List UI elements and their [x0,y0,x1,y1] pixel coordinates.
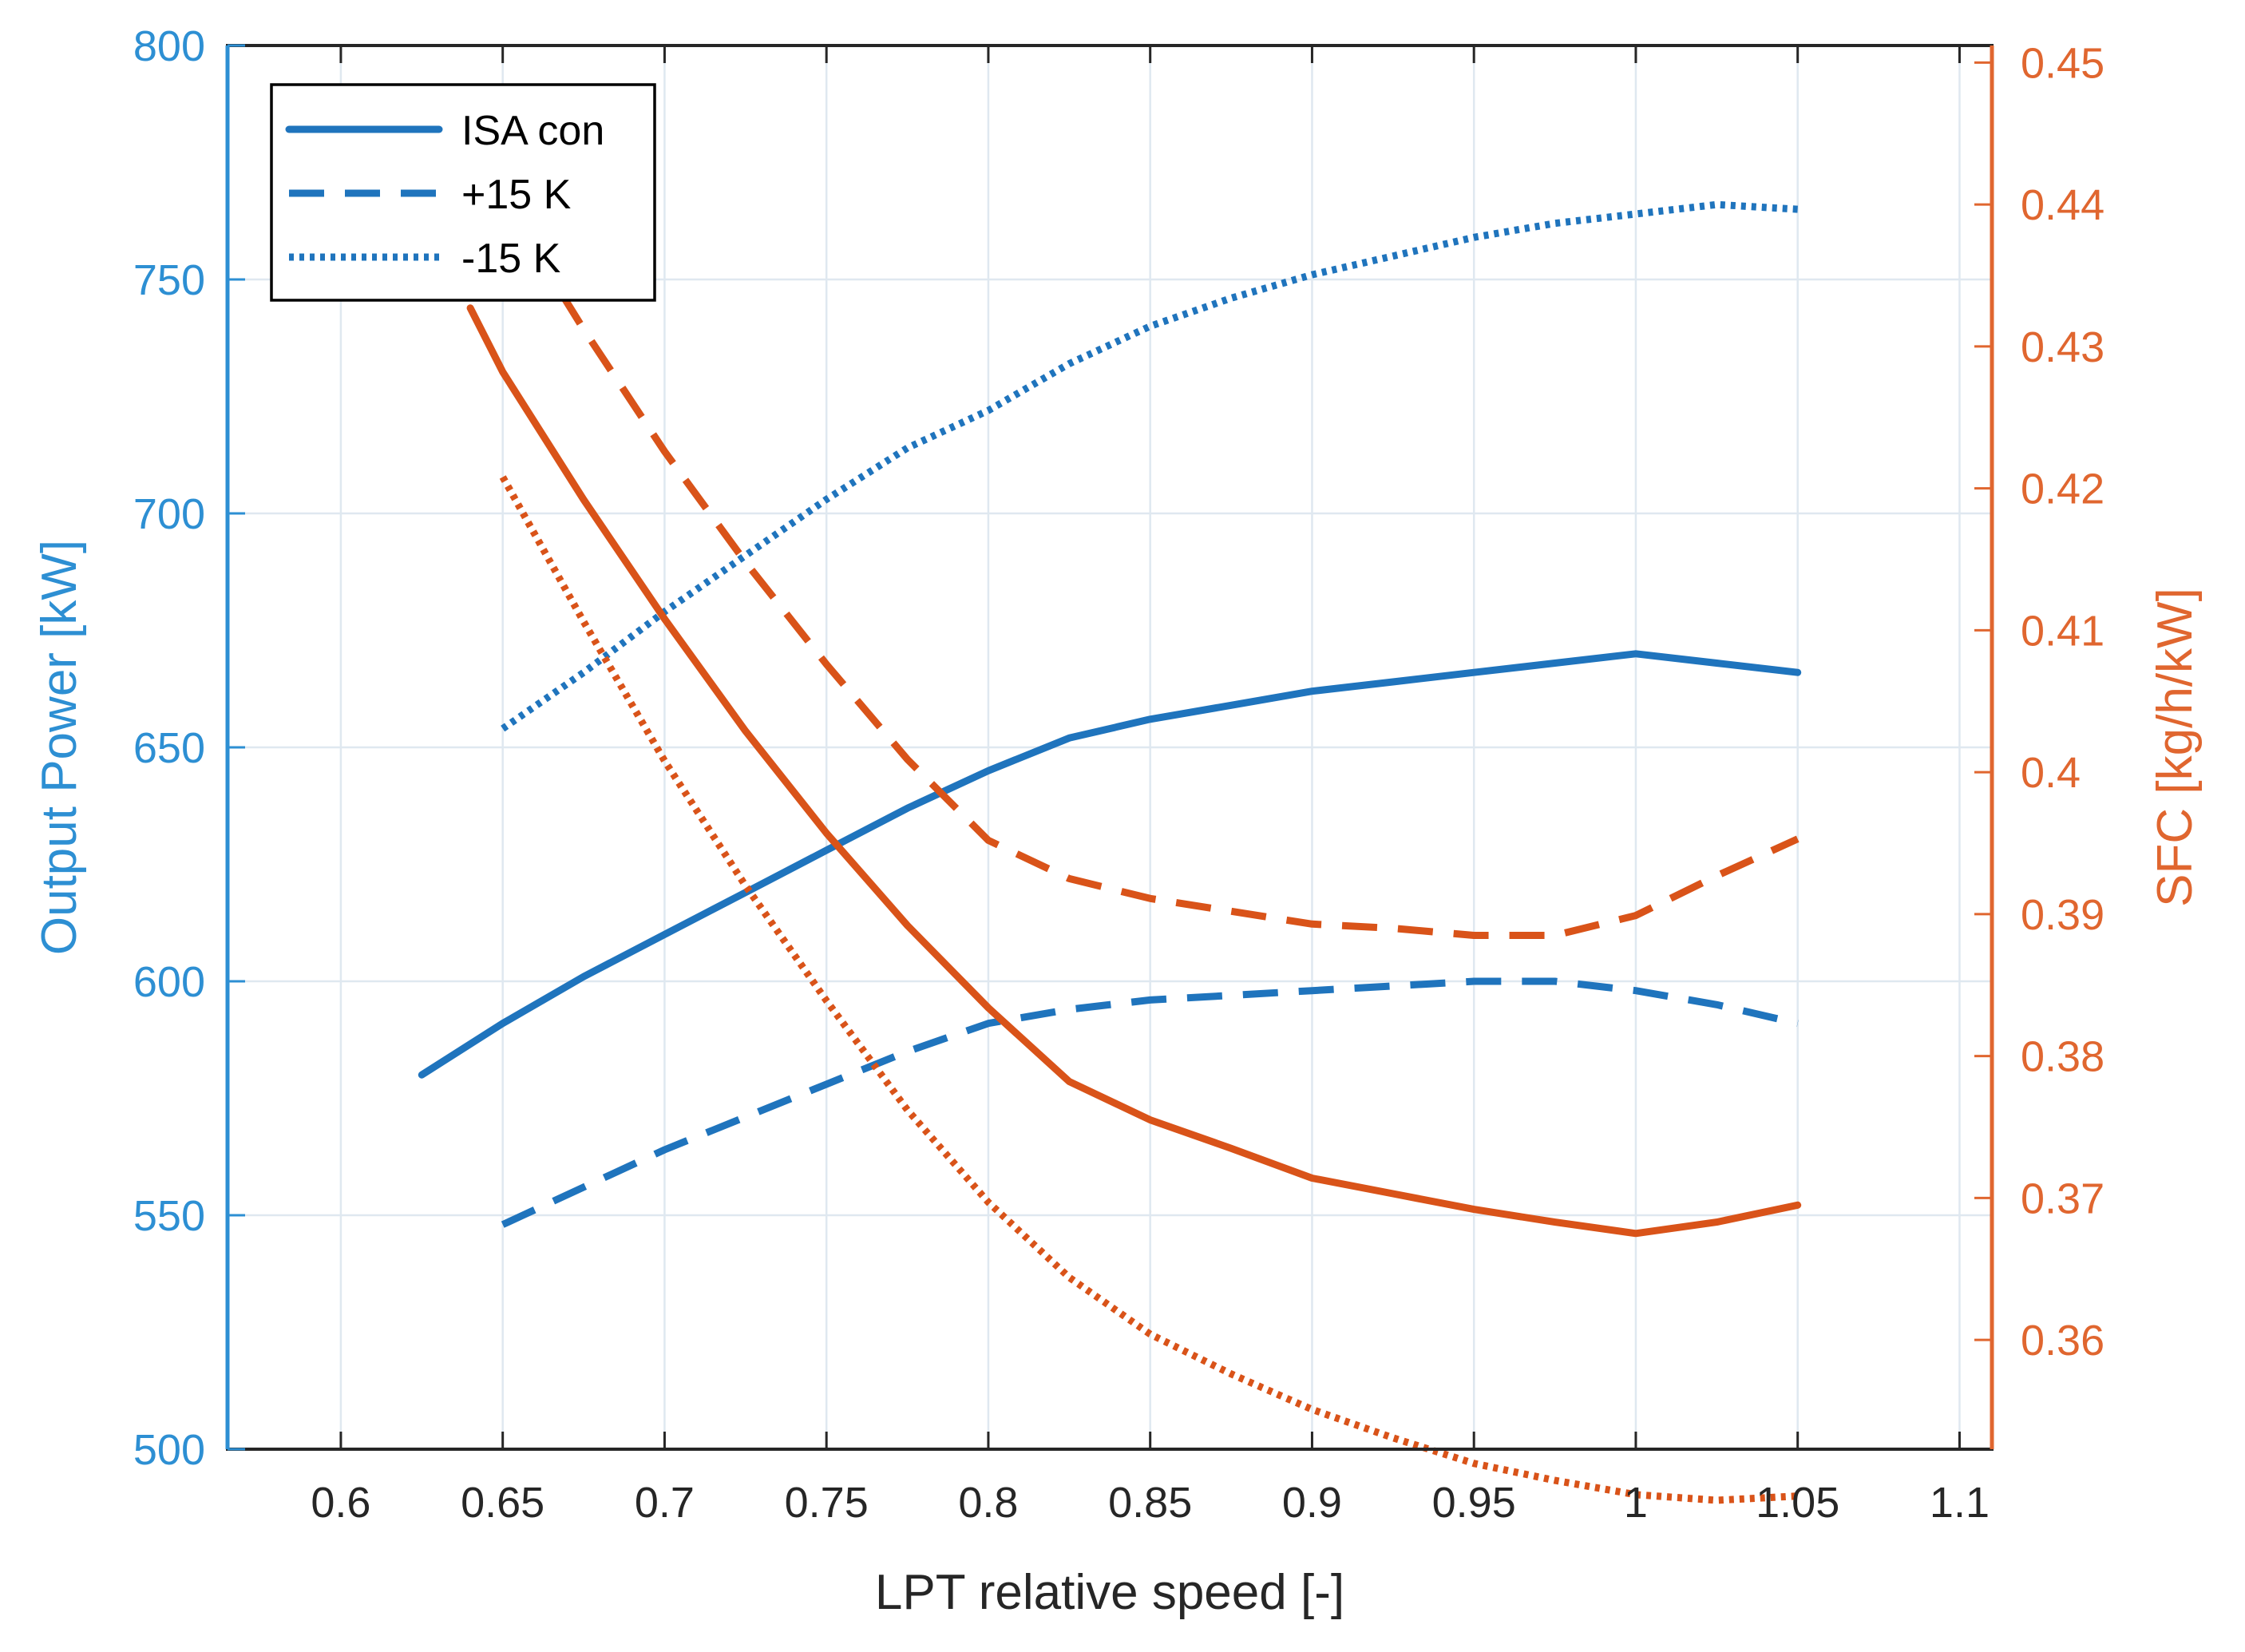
y-right-tick-label: 0.39 [2021,891,2104,939]
series-power-dashed-line [501,977,1799,1228]
series-sfc-dotted-line [499,475,1798,1504]
x-axis-label: LPT relative speed [-] [875,1565,1344,1620]
x-tick-label: 0.9 [1282,1479,1342,1527]
y-left-tick-label: 600 [133,958,205,1006]
x-tick-label: 0.8 [958,1479,1018,1527]
y-left-tick-label: 700 [133,490,205,538]
y-right-tick-label: 0.43 [2021,323,2104,371]
legend-label: ISA con [461,108,604,154]
y-left-tick-label: 800 [133,22,205,70]
x-tick-label: 0.85 [1108,1479,1192,1527]
axes: 0.6 0.65 0.7 0.75 0.8 0.85 0.9 0.95 1 1.05 1.1 500 5… [133,22,2104,1527]
series-power-solid-line [418,650,1802,1079]
legend-box [270,83,656,302]
y-right-tick-label: 0.36 [2021,1317,2104,1365]
x-tick-label: 0.7 [635,1479,695,1527]
x-tick-label: 0.75 [785,1479,869,1527]
y-right-tick-label: 0.45 [2021,39,2104,87]
x-tick-label: 1.1 [1930,1479,1990,1527]
legend-label: -15 K [461,236,561,282]
x-tick-label: 1 [1624,1479,1648,1527]
y-right-tick-label: 0.42 [2021,465,2104,513]
y-left-tick-label: 750 [133,256,205,304]
x-tick-label: 0.95 [1432,1479,1516,1527]
y-right-tick-label: 0.4 [2021,749,2081,797]
y-right-tick-label: 0.41 [2021,607,2104,655]
x-tick-label: 0.65 [461,1479,544,1527]
y-right-tick-label: 0.37 [2021,1175,2104,1222]
series-sfc-solid-line [466,304,1802,1238]
legend: ISA con +15 K -15 K [270,83,656,302]
grid [228,44,1992,1451]
series-lines [418,196,1802,1504]
y-left-tick-label: 550 [133,1192,205,1240]
legend-label: +15 K [461,172,572,218]
x-tick-label: 1.05 [1756,1479,1839,1527]
y-right-tick-label: 0.38 [2021,1033,2104,1081]
y-axis-label-right: SFC [kg/h/kW] [2148,588,2203,907]
y-left-tick-label: 500 [133,1426,205,1474]
y-right-tick-label: 0.44 [2021,181,2104,229]
y-left-tick-label: 650 [133,724,205,772]
series-sfc-dashed-line [499,196,1800,939]
y-axis-label-left: Output Power [kW] [32,540,87,955]
x-tick-label: 0.6 [311,1479,370,1527]
